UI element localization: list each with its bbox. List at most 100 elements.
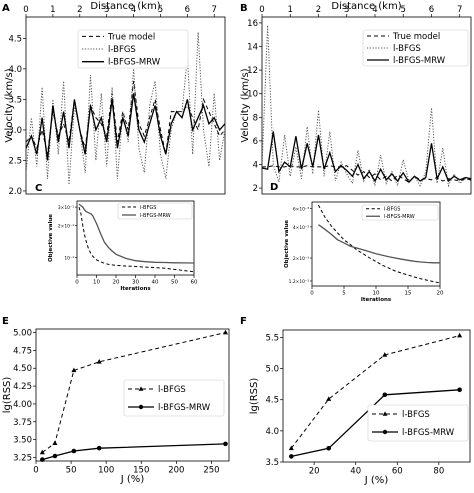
y-tick-label: 2: [253, 184, 258, 194]
panel-letter-a: A: [2, 3, 10, 14]
axes-frame-a: [25, 16, 226, 195]
x-tick-label: 1: [288, 5, 293, 15]
y-axis-label: Velocity (km/s): [4, 68, 15, 142]
y-tick-label: 14: [247, 43, 258, 53]
data-point-triangle: [382, 352, 388, 357]
x-tick-label: 10: [93, 280, 100, 286]
x-tick-label: 50: [66, 466, 77, 476]
legend-label: l-BFGS: [402, 410, 430, 420]
axes-frame-b: [261, 16, 472, 195]
data-point-circle: [326, 446, 332, 451]
legend-label: True model: [392, 32, 440, 42]
axes-frame-e: [35, 328, 230, 462]
y-tick-label: 3.0: [8, 126, 22, 136]
legend-label: l-BFGS-MRW: [402, 428, 455, 438]
legend-marker-triangle: [138, 386, 144, 391]
data-point-triangle: [96, 359, 102, 364]
y-tick-label: 16: [247, 19, 258, 29]
x-tick-label: 0: [75, 280, 79, 286]
series-line-l-bfgs-mrw: [26, 93, 225, 161]
y-tick-label: 1.2×10⁻³: [289, 279, 310, 285]
legend-box: [362, 29, 469, 67]
legend-marker-circle: [138, 404, 144, 410]
x-tick-label: 5: [401, 5, 406, 15]
y-axis-label: lg(RSS): [249, 378, 260, 415]
x-tick-label: 0: [310, 291, 314, 297]
x-tick-label: 60: [191, 280, 198, 286]
legend-label: l-BFGS: [393, 44, 421, 54]
y-axis-label: lg(RSS): [2, 377, 13, 414]
data-point-circle: [223, 441, 228, 447]
x-tick-label: 30: [132, 280, 139, 286]
y-tick-label: 4.50: [13, 364, 32, 374]
y-tick-label: 4.0: [265, 427, 279, 437]
data-point-triangle: [222, 329, 228, 335]
y-tick-label: 3.25: [13, 453, 32, 463]
x-tick-label: 0: [259, 5, 264, 15]
x-tick-label: 0: [33, 466, 38, 476]
legend-label: l-BFGS-MRW: [158, 403, 211, 413]
data-point-circle: [382, 392, 388, 398]
x-tick-label: 40: [350, 467, 361, 477]
x-tick-label: 7: [457, 5, 462, 15]
x-tick-label: 80: [433, 467, 444, 477]
x-axis-label: J (%): [364, 475, 389, 486]
y-axis-label: Objective value: [48, 214, 54, 262]
y-tick-label: 4.5: [265, 396, 279, 406]
x-tick-label: 60: [392, 467, 403, 477]
y-tick-label: 4.75: [13, 346, 32, 356]
x-axis-label: J (%): [120, 474, 145, 485]
series-line-l-bfgs-mrw: [291, 389, 460, 458]
x-tick-label: 150: [133, 466, 149, 476]
x-tick-label: 5: [158, 5, 163, 15]
y-tick-label: 4: [253, 161, 258, 171]
y-tick-label: 6×10⁻³: [293, 207, 309, 213]
y-axis-label: Velocity (km/s): [240, 68, 251, 142]
legend-label: l-BFGS-MRW: [384, 214, 415, 220]
data-point-triangle: [326, 396, 332, 401]
y-tick-label: 4.00: [13, 400, 32, 410]
series-line-l-bfgs: [290, 335, 460, 449]
x-axis-label: Iterations: [120, 286, 151, 292]
x-tick-label: 250: [203, 466, 219, 476]
panel-letter-c: C: [35, 183, 42, 194]
x-tick-label: 100: [98, 466, 114, 476]
legend-label: l-BFGS: [384, 207, 400, 213]
y-tick-label: 5.00: [13, 329, 32, 339]
y-tick-label: 3.5: [265, 458, 279, 468]
y-tick-label: 2.0: [8, 187, 22, 197]
y-tick-label: 3×10⁻¹: [58, 205, 74, 211]
data-point-triangle: [457, 332, 463, 338]
data-point-triangle: [288, 445, 294, 451]
x-tick-label: 10: [373, 291, 380, 297]
x-tick-label: 5: [342, 291, 346, 297]
legend-label: l-BFGS-MRW: [393, 56, 446, 66]
y-tick-label: 4.5: [8, 34, 22, 44]
y-tick-label: 8: [253, 113, 258, 123]
axes-frame-f: [282, 329, 471, 463]
legend-box: [77, 29, 189, 69]
y-tick-label: 5.0: [265, 365, 279, 375]
series-line-l-bfgs-mrw: [42, 443, 226, 461]
x-tick-label: 3: [104, 5, 109, 15]
x-tick-label: 20: [309, 467, 320, 477]
series-line-true-model: [262, 165, 471, 183]
series-line-l-bfgs-mrw: [78, 203, 194, 264]
x-tick-label: 15: [405, 291, 412, 297]
y-tick-label: 10: [247, 90, 258, 100]
x-tick-label: 20: [113, 280, 120, 286]
y-tick-label: 5.5: [265, 333, 279, 343]
series-line-l-bfgs-mrw: [318, 224, 440, 264]
x-tick-label: 20: [437, 291, 444, 297]
y-tick-label: 2×10⁻³: [293, 256, 309, 262]
y-tick-label: 3.75: [13, 418, 32, 428]
panel-letter-b: B: [240, 3, 248, 14]
x-tick-label: 50: [171, 280, 178, 286]
x-tick-label: 4: [131, 5, 136, 15]
x-tick-label: 6: [185, 5, 190, 15]
panel-letter-d: D: [270, 182, 278, 193]
y-tick-label: 6: [253, 137, 258, 147]
x-axis-label: Iterations: [361, 297, 392, 303]
x-axis-title: Distance (km): [331, 1, 401, 12]
y-tick-label: 4.25: [13, 382, 32, 392]
